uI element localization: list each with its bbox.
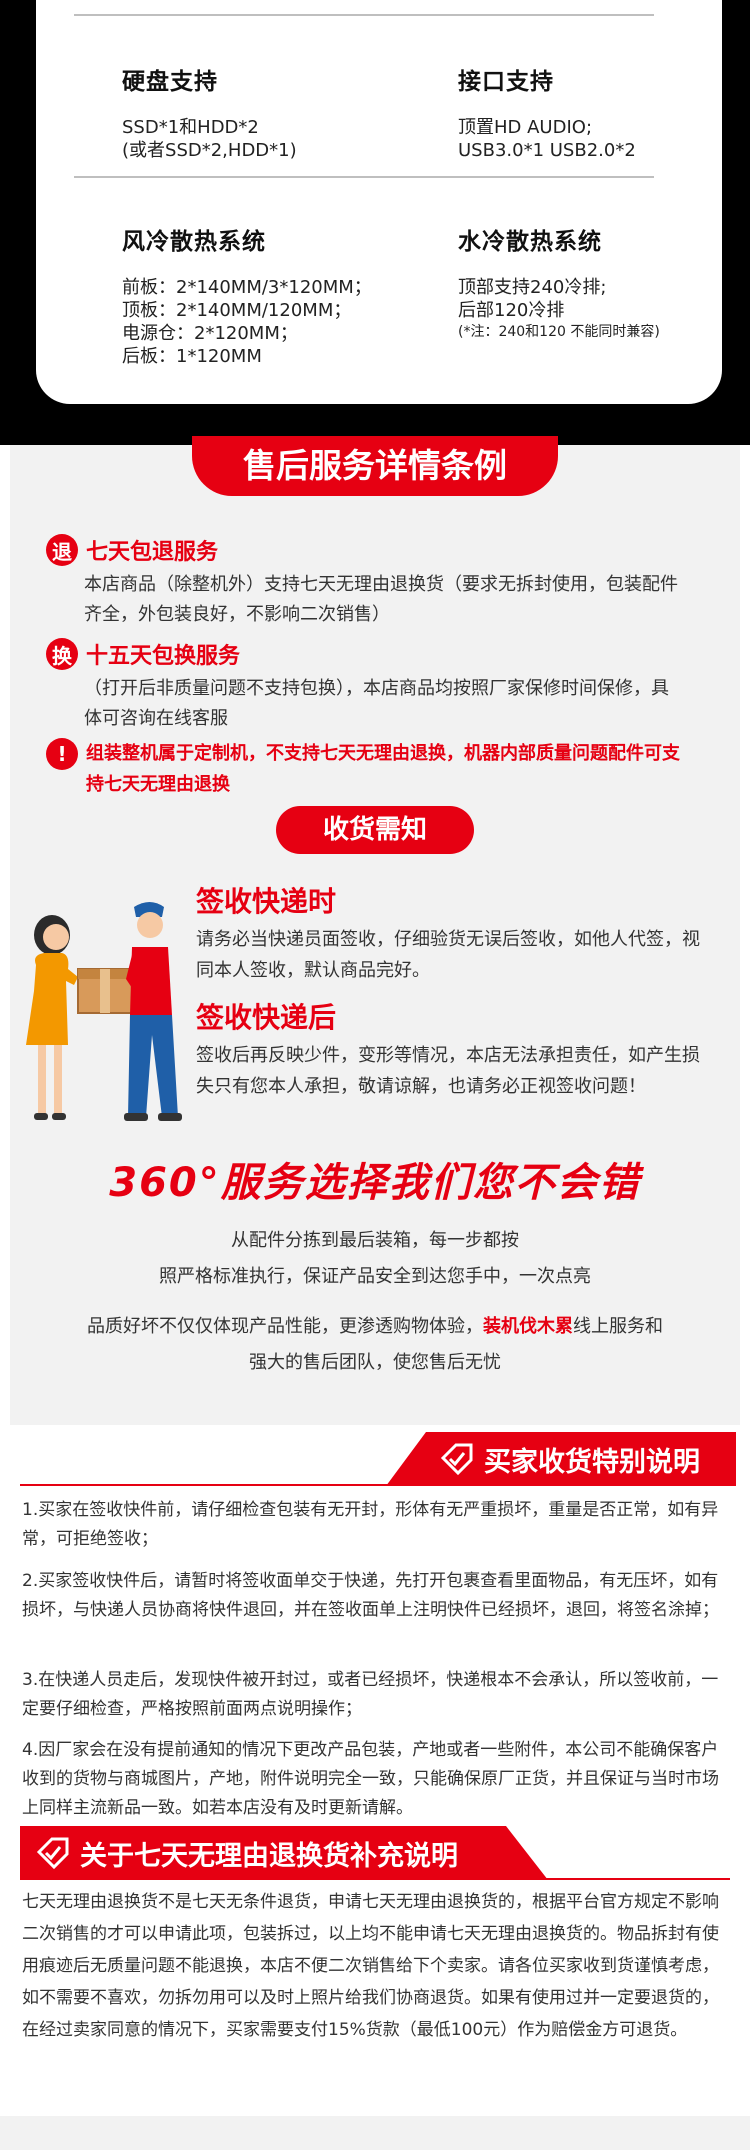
slogan-line-3: 品质好坏不仅仅体现产品性能，更渗透购物体验，装机伐木累线上服务和 <box>0 1312 750 1342</box>
receiving-banner: 收货需知 <box>276 806 474 854</box>
buyer-note-1: 1.买家在签收快件前，请仔细检查包装有无开封，形体有无严重损坏，重量是否正常，如… <box>22 1500 719 1549</box>
spec-divider-middle <box>74 176 654 178</box>
bottom-bar <box>0 2116 750 2150</box>
tag-icon <box>36 1837 69 1870</box>
buyer-notes-underline <box>20 1484 390 1486</box>
exchange-icon: 换 <box>46 638 78 670</box>
exchange-title: 十五天包换服务 <box>86 644 241 669</box>
spec-title: 风冷散热系统 <box>122 229 266 255</box>
service-slogan: 360°服务选择我们您不会错 <box>109 1160 641 1206</box>
on-receipt-title: 签收快递时 <box>196 885 337 918</box>
supplement-title: 关于七天无理由退换货补充说明 <box>80 1840 458 1872</box>
spec-ports: 接口支持 顶置HD AUDIO; USB3.0*1 USB2.0*2 <box>458 62 750 162</box>
return-policy: 退 七天包退服务 本店商品（除整机外）支持七天无理由退换货（要求无拆封使用，包装… <box>46 534 686 630</box>
courier-delivery-illustration <box>26 902 182 1121</box>
spec-title: 硬盘支持 <box>122 69 218 95</box>
spec-section <box>0 0 750 445</box>
buyer-note-4: 4.因厂家会在没有提前通知的情况下更改产品包装，产地或者一些附件，本公司不能确保… <box>22 1740 719 1818</box>
exchange-desc: （打开后非质量问题不支持包换），本店商品均按照厂家保修时间保修，具体可咨询在线客… <box>84 678 669 729</box>
slogan-line-4: 强大的售后团队，使您售后无忧 <box>249 1352 501 1373</box>
after-receipt-desc: 签收后再反映少件，变形等情况，本店无法承担责任，如产生损失只有您本人承担，敬请谅… <box>196 1045 700 1097</box>
buyer-notes-title: 买家收货特别说明 <box>484 1446 700 1478</box>
spec-title: 接口支持 <box>458 69 554 95</box>
spec-note: (*注：240和120 不能同时兼容) <box>458 324 660 340</box>
brand-name: 装机伐木累 <box>483 1316 573 1337</box>
spec-hdd: 硬盘支持 SSD*1和HDD*2 (或者SSD*2,HDD*1) <box>122 62 422 162</box>
slogan-line-3-start: 品质好坏不仅仅体现产品性能，更渗透购物体验， <box>87 1316 483 1337</box>
buyer-note-3: 3.在快递人员走后，发现快件被开封过，或者已经损坏，快递根本不会承认，所以签收前… <box>22 1670 719 1719</box>
spec-text: 顶部支持240冷排; 后部120冷排 <box>458 277 607 321</box>
slogan-line-1: 从配件分拣到最后装箱，每一步都按 <box>231 1230 519 1251</box>
tag-icon <box>440 1443 473 1476</box>
spec-water-cooling: 水冷散热系统 顶部支持240冷排; 后部120冷排 (*注：240和120 不能… <box>458 222 750 342</box>
custom-machine-warning: ! 组装整机属于定制机，不支持七天无理由退换，机器内部质量问题配件可支持七天无理… <box>46 738 686 800</box>
supplement-underline <box>540 1878 730 1880</box>
return-title: 七天包退服务 <box>86 540 219 565</box>
spec-text: 顶置HD AUDIO; USB3.0*1 USB2.0*2 <box>458 117 636 161</box>
spec-text: 前板：2*140MM/3*120MM； 顶板：2*140MM/120MM； 电源… <box>122 277 372 367</box>
slogan-line-3-end: 线上服务和 <box>573 1316 663 1337</box>
spec-divider-top <box>74 14 654 16</box>
buyer-note-2: 2.买家签收快件后，请暂时将签收面单交于快递，先打开包裹查看里面物品，有无压坏，… <box>22 1571 719 1620</box>
on-receipt-desc: 请务必当快递员面签收，仔细验货无误后签收，如他人代签，视同本人签收，默认商品完好… <box>196 929 700 981</box>
spec-title: 水冷散热系统 <box>458 229 602 255</box>
return-icon: 退 <box>46 534 78 566</box>
after-sales-banner: 售后服务详情条例 <box>192 436 558 496</box>
slogan-line-2: 照严格标准执行，保证产品安全到达您手中，一次点亮 <box>159 1266 591 1287</box>
after-receipt-title: 签收快递后 <box>196 1001 337 1034</box>
return-desc: 本店商品（除整机外）支持七天无理由退换货（要求无拆封使用，包装配件齐全，外包装良… <box>84 574 678 625</box>
after-sales-panel <box>10 445 740 1425</box>
spec-text: SSD*1和HDD*2 (或者SSD*2,HDD*1) <box>122 117 297 161</box>
spec-card <box>36 0 722 404</box>
warning-text: 组装整机属于定制机，不支持七天无理由退换，机器内部质量问题配件可支持七天无理由退… <box>86 743 680 795</box>
buyer-notes-header: 买家收货特别说明 <box>386 1432 736 1486</box>
warning-icon: ! <box>46 738 78 770</box>
supplement-header: 关于七天无理由退换货补充说明 <box>20 1826 548 1880</box>
exchange-policy: 换 十五天包换服务 （打开后非质量问题不支持包换），本店商品均按照厂家保修时间保… <box>46 638 686 734</box>
supplement-text: 七天无理由退换货不是七天无条件退货，申请七天无理由退换货的，根据平台官方规定不影… <box>22 1892 719 2040</box>
spec-air-cooling: 风冷散热系统 前板：2*140MM/3*120MM； 顶板：2*140MM/12… <box>122 222 422 368</box>
